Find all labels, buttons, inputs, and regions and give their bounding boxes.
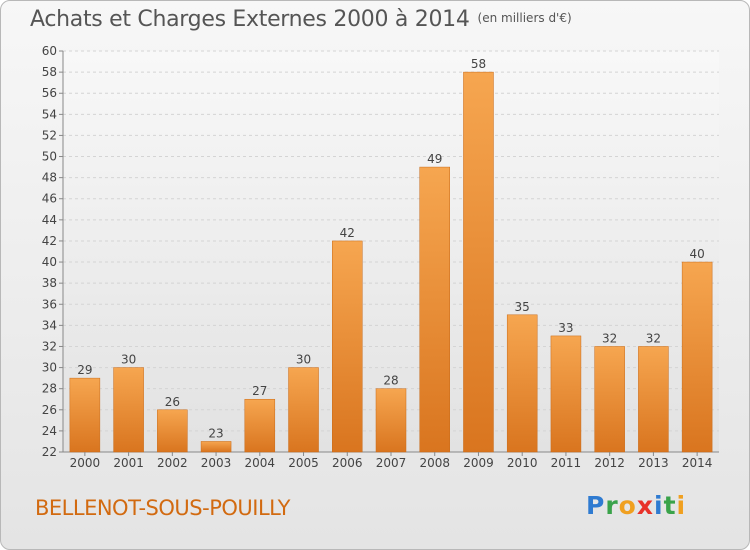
data-label-2001: 30 — [121, 353, 136, 367]
bar-2004 — [244, 398, 276, 453]
logo-letter: i — [654, 491, 664, 520]
logo-letter: r — [605, 491, 619, 520]
y-tick-label: 22 — [42, 445, 57, 459]
x-tick-label-2006: 2006 — [332, 456, 363, 470]
y-tick-label: 38 — [42, 276, 57, 290]
bar-2002 — [157, 409, 188, 453]
logo-letter: P — [586, 491, 606, 520]
data-label-2010: 35 — [515, 300, 530, 314]
bar-2008 — [419, 166, 450, 453]
logo-letter: o — [618, 491, 637, 520]
data-label-2002: 26 — [165, 395, 180, 409]
data-label-2007: 28 — [383, 374, 398, 388]
data-label-2014: 40 — [689, 247, 704, 261]
data-label-2008: 49 — [427, 152, 442, 166]
chart-title-block: Achats et Charges Externes 2000 à 2014 (e… — [30, 7, 572, 32]
x-tick-label-2005: 2005 — [288, 456, 319, 470]
data-label-2000: 29 — [77, 363, 92, 377]
x-tick-label-2004: 2004 — [245, 456, 276, 470]
y-tick-label: 52 — [42, 128, 57, 142]
y-tick-label: 46 — [42, 192, 57, 206]
y-tick-label: 42 — [42, 234, 57, 248]
data-label-2009: 58 — [471, 57, 486, 71]
y-tick-label: 28 — [42, 382, 57, 396]
bar-2009 — [463, 71, 494, 453]
y-tick-label: 24 — [42, 424, 57, 438]
x-tick-label-2009: 2009 — [463, 456, 494, 470]
data-label-2003: 23 — [208, 426, 223, 440]
x-tick-label-2013: 2013 — [638, 456, 669, 470]
bar-2014 — [681, 261, 713, 453]
x-tick-label-2010: 2010 — [507, 456, 538, 470]
data-label-2004: 27 — [252, 384, 267, 398]
x-tick-label-2014: 2014 — [682, 456, 713, 470]
x-tick-label-2008: 2008 — [419, 456, 450, 470]
x-tick-label-2011: 2011 — [551, 456, 582, 470]
logo-letter: x — [636, 491, 654, 520]
y-tick-label: 34 — [42, 318, 57, 332]
y-tick-label: 56 — [42, 86, 57, 100]
y-tick-label: 48 — [42, 171, 57, 185]
data-label-2005: 30 — [296, 353, 311, 367]
bar-2006 — [332, 240, 363, 453]
logo-letter: i — [676, 491, 687, 520]
proxiti-logo: Proxiti — [586, 491, 686, 520]
bar-2005 — [288, 367, 319, 453]
data-label-2006: 42 — [340, 226, 355, 240]
x-tick-label-2001: 2001 — [113, 456, 144, 470]
bar-2001 — [113, 367, 144, 453]
bar-2011 — [550, 335, 582, 453]
data-label-2011: 33 — [558, 321, 573, 335]
x-tick-label-2007: 2007 — [376, 456, 407, 470]
x-tick-label-2000: 2000 — [70, 456, 101, 470]
y-tick-label: 54 — [42, 107, 57, 121]
y-tick-label: 60 — [42, 44, 57, 58]
y-tick-label: 32 — [42, 339, 57, 353]
data-label-2012: 32 — [602, 331, 617, 345]
y-tick-label: 58 — [42, 65, 57, 79]
chart-title: Achats et Charges Externes 2000 à 2014 — [30, 7, 470, 32]
y-tick-label: 40 — [42, 255, 57, 269]
logo-letter: t — [663, 491, 677, 520]
bar-2007 — [375, 388, 407, 453]
x-tick-label-2003: 2003 — [201, 456, 232, 470]
bar-2010 — [506, 314, 538, 453]
bar-2000 — [69, 377, 101, 453]
y-tick-label: 26 — [42, 403, 57, 417]
y-tick-label: 30 — [42, 361, 57, 375]
y-tick-label: 50 — [42, 150, 57, 164]
bar-2012 — [594, 346, 625, 453]
chart-units: (en milliers d'€) — [477, 11, 572, 25]
bar-2003 — [200, 441, 232, 453]
y-tick-label: 36 — [42, 297, 57, 311]
bar-2013 — [638, 346, 669, 453]
commune-name: BELLENOT-SOUS-POUILLY — [35, 496, 290, 520]
data-label-2013: 32 — [646, 331, 661, 345]
y-tick-label: 44 — [42, 213, 57, 227]
x-tick-label-2002: 2002 — [157, 456, 188, 470]
x-tick-label-2012: 2012 — [594, 456, 625, 470]
